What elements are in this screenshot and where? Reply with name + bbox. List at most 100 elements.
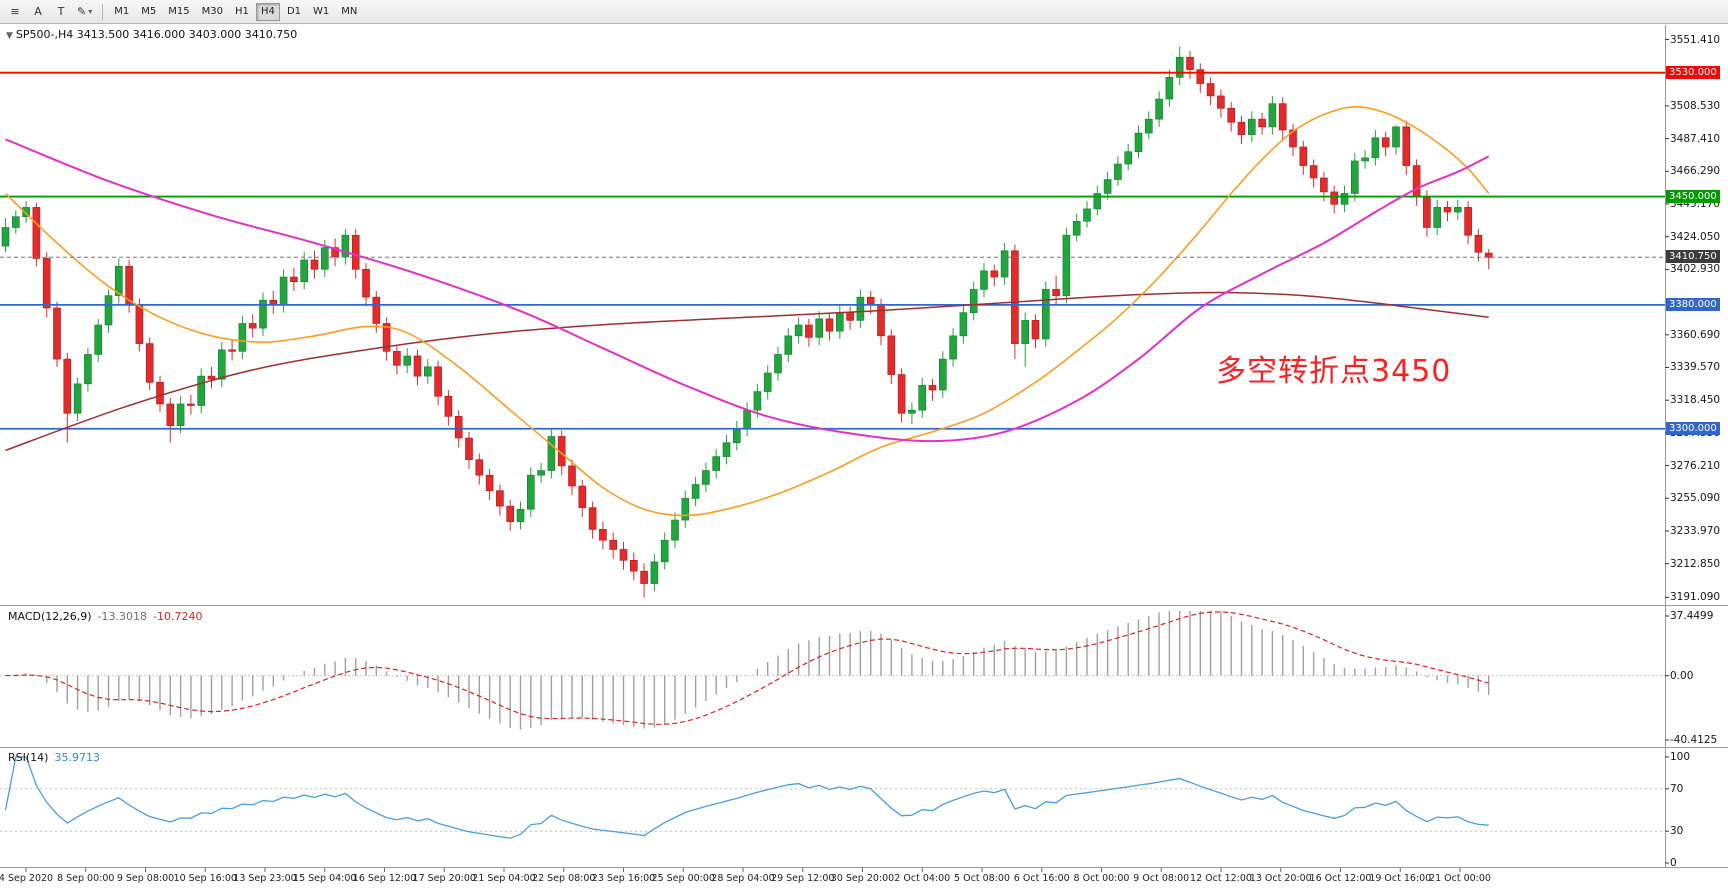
timeframe-button-mn[interactable]: MN (341, 6, 358, 17)
candle-body (928, 385, 937, 391)
candle-body (1289, 129, 1297, 148)
candle-body (413, 355, 422, 377)
candle-body (691, 484, 700, 499)
drawing-tool-button[interactable]: ✎ ▾ (73, 2, 96, 21)
ma-line-long-darkred (5, 291, 1489, 452)
timeframe-button-h4[interactable]: H4 (255, 2, 280, 21)
candle-body (434, 366, 442, 397)
candle-body (362, 268, 370, 298)
candle-body (1031, 320, 1040, 340)
candle-body (547, 436, 556, 471)
annotation-letter-a-icon: A (34, 5, 42, 18)
candle-body (1052, 289, 1060, 296)
timeframe-button-w1[interactable]: W1 (313, 6, 330, 17)
candle-body (980, 270, 988, 290)
candle-body (774, 354, 782, 374)
candle-body (1072, 221, 1081, 236)
candle-body (63, 358, 72, 414)
timeframe-button-m15[interactable]: M15 (168, 6, 190, 17)
candle-body (1330, 191, 1338, 205)
candle-body (763, 372, 772, 392)
rsi-indicator-header: RSI(14) 35.9713 (8, 751, 100, 764)
timeframe-button-h1[interactable]: H1 (235, 6, 249, 17)
candle-body (629, 560, 638, 572)
candle-body (1206, 83, 1215, 97)
candle-body (815, 318, 824, 338)
symbol-collapse-icon: ▼ (6, 31, 13, 41)
candle-body (1196, 69, 1205, 84)
timeframe-button-m30[interactable]: M30 (201, 6, 223, 17)
text-label-tool-icon: T (57, 5, 65, 18)
candle-body (1155, 98, 1163, 120)
candle-body (1114, 163, 1122, 180)
candle-body (475, 459, 484, 476)
candle-body (660, 539, 669, 563)
candle-body (22, 207, 30, 217)
text-label-tool-button[interactable]: T (50, 2, 72, 21)
timeframe-button-d1[interactable]: D1 (286, 6, 302, 17)
candle-body (702, 470, 710, 485)
candle-body (568, 465, 576, 487)
candle-body (599, 529, 607, 541)
chart-text-annotation[interactable]: 多空转折点3450 (1216, 354, 1452, 389)
candle-body (238, 323, 247, 352)
candle-body (310, 259, 319, 270)
annotation-letter-a-button[interactable]: A (27, 2, 49, 21)
candle-body (1392, 126, 1400, 148)
candle-body (753, 391, 762, 411)
candle-body (784, 335, 793, 355)
candle-body (207, 375, 216, 380)
candle-body (176, 403, 185, 426)
chart-window-button[interactable]: ≡ (4, 2, 26, 21)
candle-body (444, 395, 453, 417)
candle-body (1351, 160, 1359, 194)
candle-body (12, 216, 20, 228)
candle-body (1165, 77, 1174, 100)
candle-body (156, 381, 164, 405)
candle-body (1083, 208, 1091, 222)
candle-body (1371, 137, 1380, 159)
candle-body (104, 295, 113, 326)
candle-body (1443, 207, 1452, 213)
candle-body (1268, 103, 1277, 128)
timeframe-button-m5[interactable]: M5 (141, 6, 157, 17)
candle-body (1299, 146, 1308, 166)
candle-body (640, 570, 648, 584)
candle-body (290, 276, 298, 282)
candle-body (949, 335, 957, 360)
candle-body (1402, 126, 1411, 166)
candle-body (588, 507, 597, 530)
macd-main-value: -13.3018 (97, 610, 148, 623)
candle-body (1433, 207, 1441, 228)
candle-body (1103, 179, 1112, 194)
candle-body (1175, 56, 1184, 78)
symbol-timeframe-label: SP500-,H4 (15, 28, 74, 41)
candle-body (228, 349, 236, 352)
candle-body (1464, 207, 1472, 236)
candle-body (794, 324, 803, 337)
candle-body (1021, 320, 1030, 344)
candle-body (259, 299, 267, 329)
candle-body (1423, 196, 1431, 228)
candle-body (1484, 252, 1493, 258)
candle-body (578, 485, 587, 508)
candle-body (1011, 250, 1019, 344)
candle-body (1124, 151, 1132, 165)
candle-body (1412, 165, 1421, 197)
candle-body (918, 385, 927, 411)
candle-body (908, 409, 916, 414)
candle-body (609, 539, 618, 550)
candle-body (1474, 234, 1483, 253)
candle-body (197, 375, 205, 406)
candle-body (1237, 121, 1246, 135)
candle-body (1093, 193, 1102, 210)
rsi-value: 35.9713 (54, 751, 100, 764)
candle-body (712, 456, 721, 471)
candle-body (743, 409, 751, 430)
candle-body (938, 358, 947, 391)
timeframe-button-m1[interactable]: M1 (114, 6, 130, 17)
candle-body (73, 383, 82, 414)
candle-body (990, 270, 999, 278)
toolbar-separator (102, 3, 104, 20)
